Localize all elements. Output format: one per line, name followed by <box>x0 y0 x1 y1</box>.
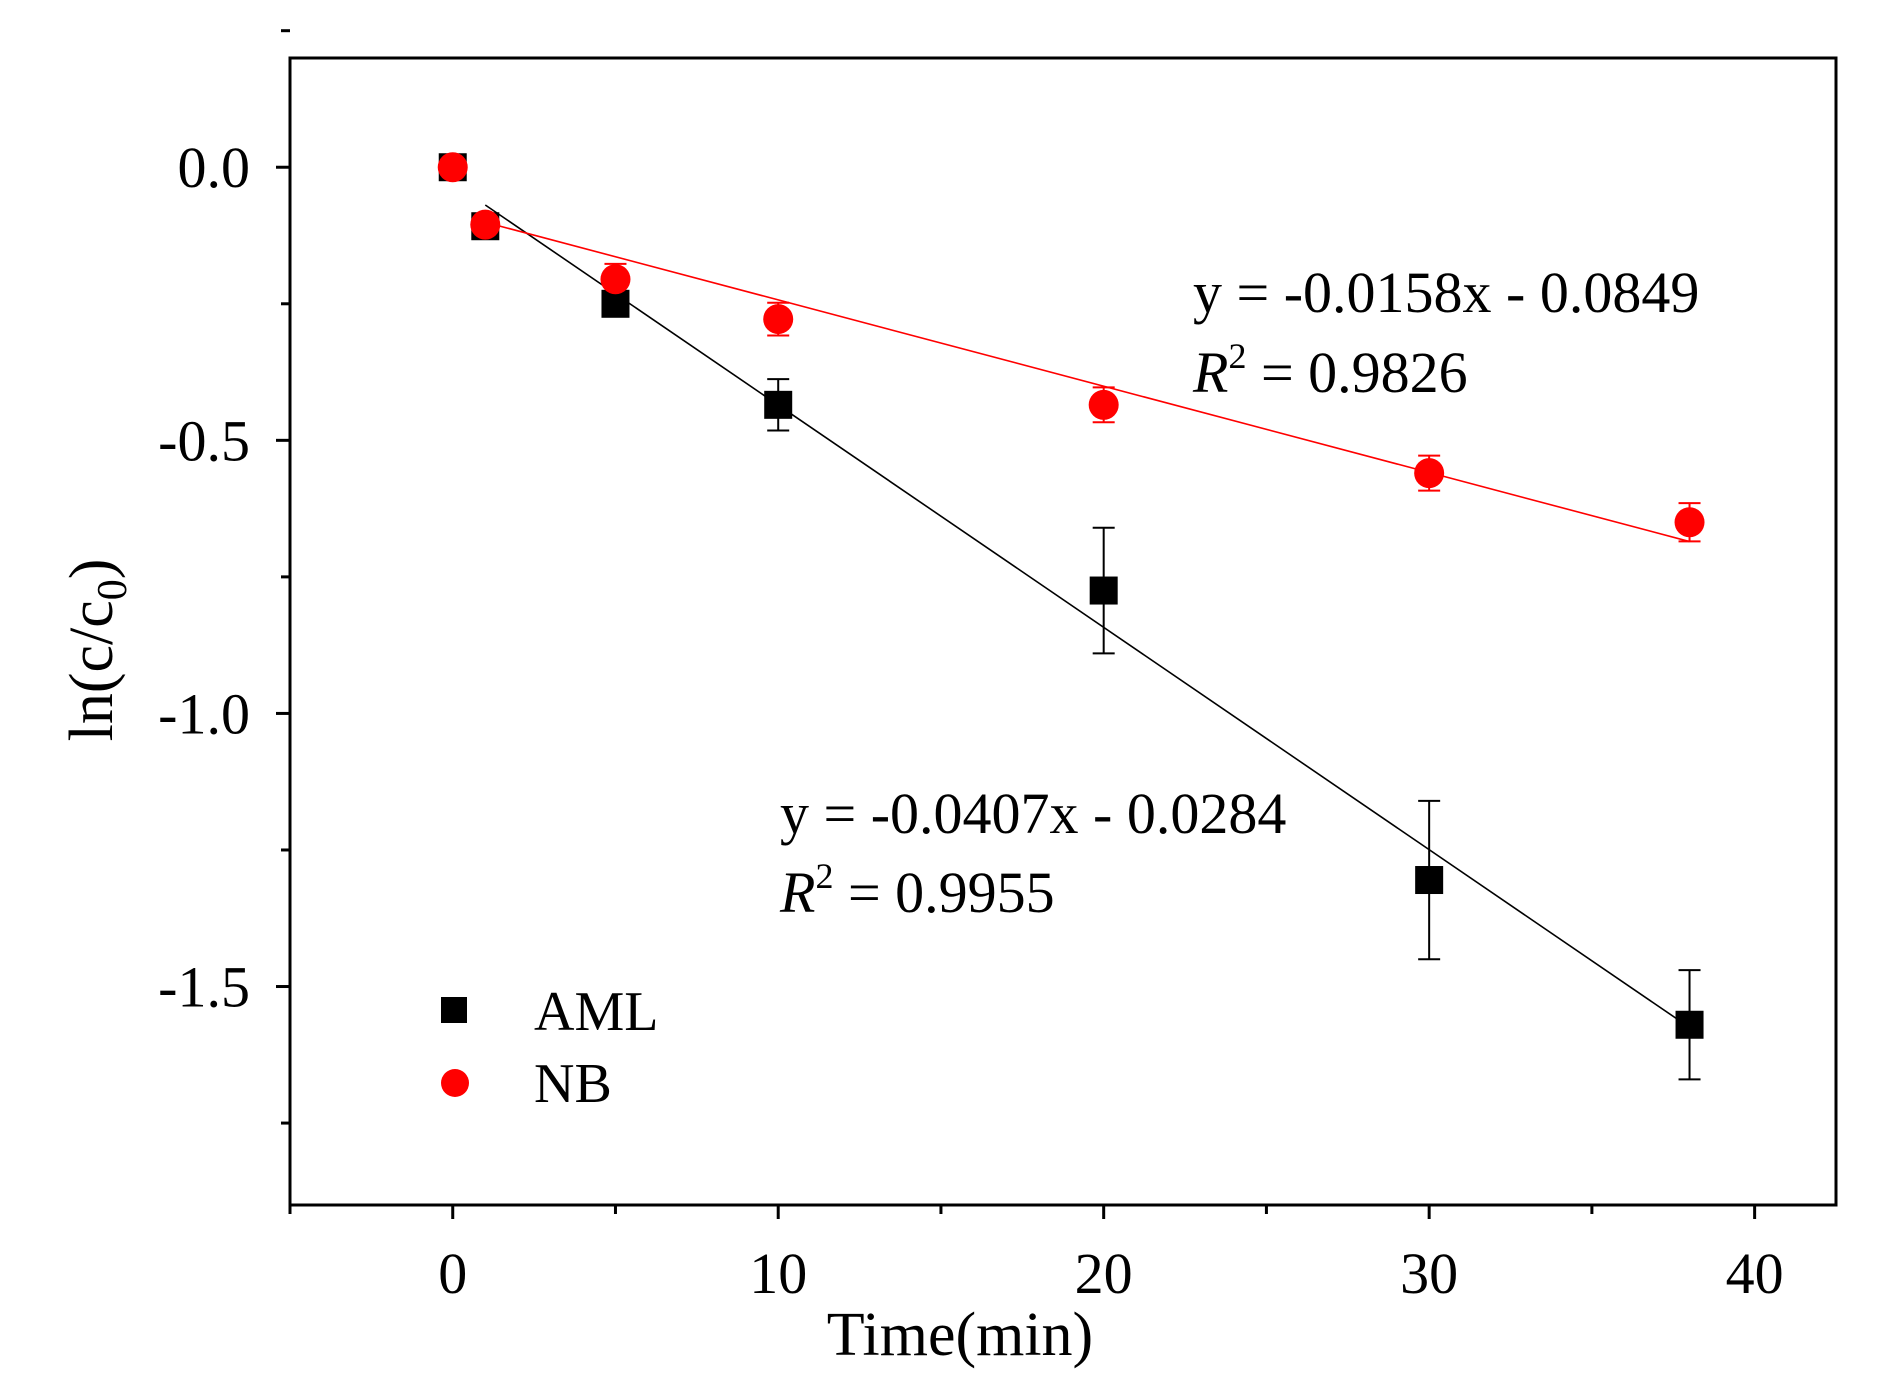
nb-r2-symbol: R <box>1192 340 1228 405</box>
aml-point <box>601 289 630 318</box>
legend-label-nb: NB <box>534 1053 612 1115</box>
nb-r2-superscript: 2 <box>1228 336 1246 376</box>
nb-point <box>600 264 631 295</box>
x-axis-label: Time(min) <box>827 1301 1093 1369</box>
x-tick-label: 30 <box>1400 1241 1458 1306</box>
aml-equation: y = -0.0407x - 0.0284 <box>780 781 1286 846</box>
nb-point <box>1674 507 1705 538</box>
aml-point <box>1675 1010 1704 1039</box>
aml-point <box>1415 866 1444 895</box>
aml-r2-value: = 0.9955 <box>833 860 1054 925</box>
x-tick-label: 10 <box>749 1241 807 1306</box>
nb-point <box>437 152 468 183</box>
y-tick-label: -1.0 <box>158 681 250 746</box>
nb-r2: R2 = 0.9826 <box>1192 336 1468 405</box>
nb-point <box>1414 458 1445 489</box>
y-axis-label-subscript: 0 <box>90 579 136 600</box>
y-axis-label-close: ) <box>58 559 126 580</box>
nb-equation: y = -0.0158x - 0.0849 <box>1193 260 1699 325</box>
x-tick-label: 0 <box>438 1241 467 1306</box>
plot-frame <box>288 56 1838 1207</box>
aml-fit-line <box>484 204 1690 1029</box>
nb-point <box>470 209 501 240</box>
y-tick-label: -1.5 <box>158 955 250 1020</box>
nb-fit-line <box>485 221 1690 543</box>
legend-marker-aml <box>441 997 467 1023</box>
x-tick-label: 20 <box>1075 1241 1133 1306</box>
aml-r2-symbol: R <box>779 860 815 925</box>
y-tick-label: 0.0 <box>178 135 251 200</box>
aml-point <box>764 390 793 419</box>
aml-point <box>1089 576 1118 605</box>
y-tick-label: -0.5 <box>158 408 250 473</box>
aml-r2-superscript: 2 <box>815 856 833 896</box>
legend-marker-nb <box>441 1069 469 1097</box>
nb-point <box>1088 389 1119 420</box>
y-axis-label: ln(c/c0) <box>58 559 136 742</box>
x-tick-label: 40 <box>1726 1241 1784 1306</box>
aml-r2: R2 = 0.9955 <box>779 856 1055 925</box>
nb-point <box>763 304 794 335</box>
legend-label-aml: AML <box>534 981 658 1043</box>
legend: AML NB <box>441 981 658 1115</box>
nb-r2-value: = 0.9826 <box>1246 340 1467 405</box>
